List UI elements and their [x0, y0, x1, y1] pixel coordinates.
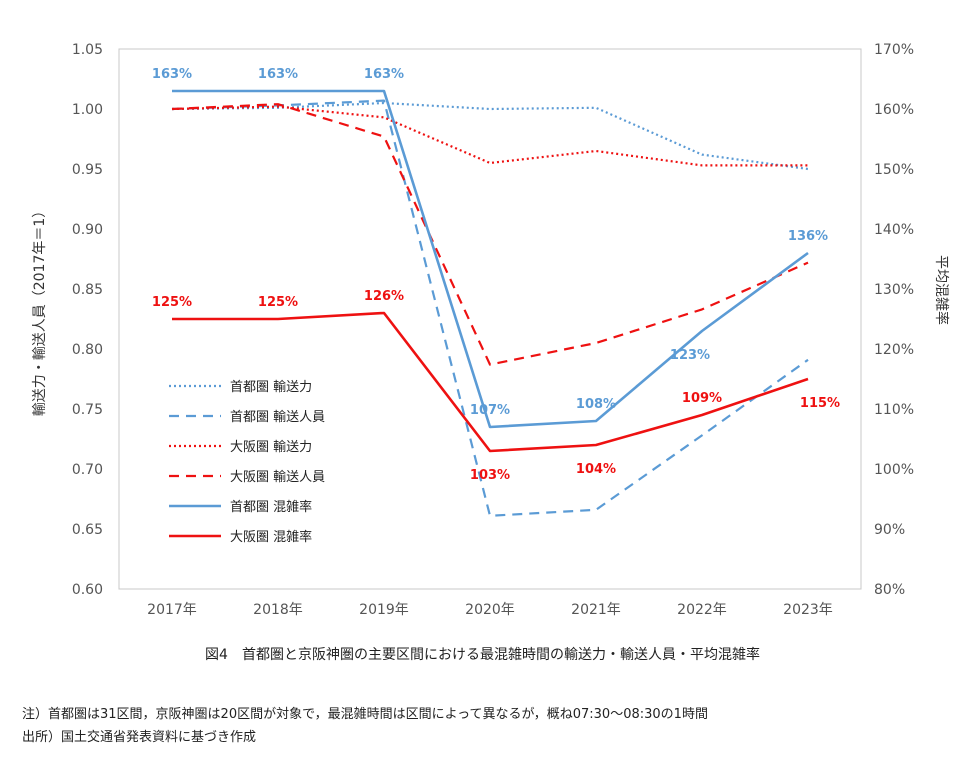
series-line	[171, 105, 808, 167]
data-label: 136%	[788, 229, 828, 244]
y-left-tick-label: 0.80	[72, 342, 103, 358]
data-label: 163%	[258, 67, 298, 82]
figure-caption: 図4 首都圏と京阪神圏の主要区間における最混雑時間の輸送力・輸送人員・平均混雑率	[205, 647, 760, 663]
y-axis-right-title: 平均混雑率	[933, 255, 950, 325]
y-left-tick-label: 1.05	[72, 42, 103, 58]
y-right-tick-label: 90%	[874, 522, 905, 538]
data-label: 163%	[152, 67, 192, 82]
y-right-tick-label: 150%	[874, 162, 914, 178]
chart: 0.60 0.65 0.70 0.75 0.80 0.85 0.90 0.95 1.00 1.05…	[32, 42, 950, 618]
y-left-tick-label: 1.00	[72, 102, 103, 118]
x-tick-label: 2023年	[783, 602, 833, 618]
legend-label: 首都圏 輸送人員	[230, 410, 325, 425]
series-line	[172, 89, 809, 429]
x-tick-label: 2022年	[677, 602, 727, 618]
data-label: 126%	[364, 289, 404, 304]
data-label: 163%	[364, 67, 404, 82]
legend-label: 大阪圏 輸送人員	[230, 470, 325, 485]
y-right-tick-label: 120%	[874, 342, 914, 358]
series-line	[171, 101, 809, 171]
data-label: 123%	[670, 348, 710, 363]
data-label: 103%	[470, 468, 510, 483]
x-tick-label: 2019年	[359, 602, 409, 618]
x-tick-label: 2018年	[253, 602, 303, 618]
y-left-tick-label: 0.85	[72, 282, 103, 298]
series-line	[172, 311, 809, 453]
series-lines	[171, 89, 809, 517]
data-label: 125%	[152, 295, 192, 310]
y-left-tick-label: 0.75	[72, 402, 103, 418]
y-left-tick-label: 0.65	[72, 522, 103, 538]
y-right-tick-label: 100%	[874, 462, 914, 478]
data-label: 125%	[258, 295, 298, 310]
data-label: 107%	[470, 403, 510, 418]
x-tick-label: 2020年	[465, 602, 515, 618]
left-axis-ticks: 0.60 0.65 0.70 0.75 0.80 0.85 0.90 0.95 1.00 1.05	[72, 42, 103, 598]
data-label: 115%	[800, 396, 840, 411]
y-left-tick-label: 0.70	[72, 462, 103, 478]
y-right-tick-label: 160%	[874, 102, 914, 118]
series-line	[171, 103, 809, 366]
data-labels: 163% 163% 163% 107% 108% 123% 136% 125% 125% 126%…	[152, 67, 840, 483]
y-right-tick-label: 110%	[874, 402, 914, 418]
series-line	[171, 99, 809, 517]
note-line-2: 出所）国土交通省発表資料に基づき作成	[22, 730, 257, 745]
right-axis-ticks: 80% 90% 100% 110% 120% 130% 140% 150% 160% 170%	[874, 42, 914, 598]
plot-area	[118, 48, 862, 590]
y-left-tick-label: 0.90	[72, 222, 103, 238]
y-left-tick-label: 0.95	[72, 162, 103, 178]
y-axis-left-title: 輸送力・輸送人員（2017年＝1）	[32, 204, 48, 417]
y-right-tick-label: 130%	[874, 282, 914, 298]
x-tick-label: 2017年	[147, 602, 197, 618]
data-label: 109%	[682, 391, 722, 406]
y-right-tick-label: 170%	[874, 42, 914, 58]
x-axis-ticks: 2017年 2018年 2019年 2020年 2021年 2022年 2023年	[147, 602, 833, 618]
y-right-tick-label: 140%	[874, 222, 914, 238]
legend-label: 首都圏 輸送力	[230, 380, 312, 395]
data-label: 108%	[576, 397, 616, 412]
legend-label: 大阪圏 混雑率	[230, 529, 312, 545]
x-tick-label: 2021年	[571, 602, 621, 618]
data-label: 104%	[576, 462, 616, 477]
legend-label: 首都圏 混雑率	[230, 499, 312, 515]
y-right-tick-label: 80%	[874, 582, 905, 598]
note-line-1: 注）首都圏は31区間，京阪神圏は20区間が対象で，最混雑時間は区間によって異なる…	[22, 707, 708, 722]
y-left-tick-label: 0.60	[72, 582, 103, 598]
legend-label: 大阪圏 輸送力	[230, 440, 312, 455]
